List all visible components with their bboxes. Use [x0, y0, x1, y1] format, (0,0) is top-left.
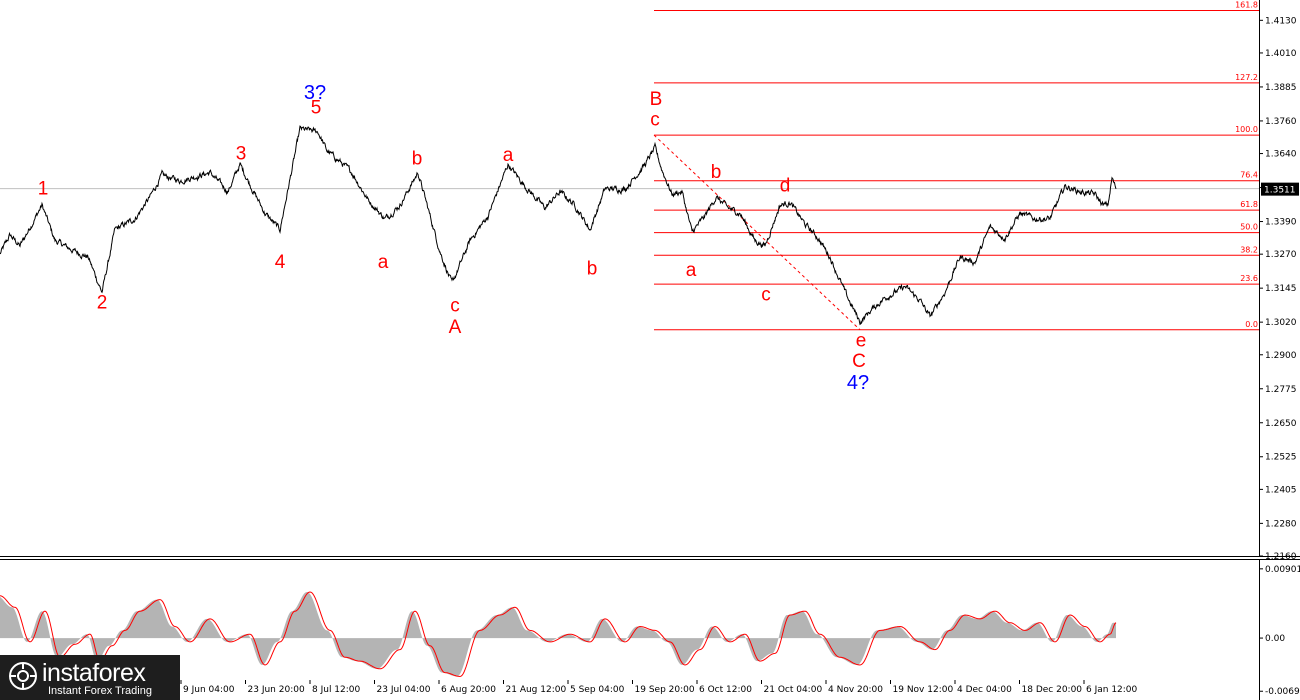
date-tick-label: 4 Dec 04:00 — [957, 685, 1012, 695]
price-tick-label: 1.2775 — [1265, 385, 1297, 395]
wave-label: c — [761, 284, 771, 305]
fibonacci-trendline — [653, 134, 861, 331]
brand-tagline: Instant Forex Trading — [48, 685, 152, 697]
fib-level-label: 61.8 — [1240, 200, 1258, 209]
wave-label: e — [856, 331, 867, 352]
wave-label: 5 — [311, 97, 322, 118]
fib-level-label: 38.2 — [1240, 245, 1258, 254]
wave-label: d — [780, 176, 791, 197]
price-tick-label: 1.3885 — [1265, 83, 1297, 93]
current-price-label: 1.3511 — [1264, 186, 1296, 196]
main-panel: 161.8 127.2 100.0 76.4 61.8 50.0 38.2 23.6 0.0 1… — [0, 0, 1300, 562]
fib-level-label: 23.6 — [1240, 274, 1258, 283]
wave-label: a — [686, 260, 697, 281]
fib-level-label: 50.0 — [1240, 223, 1258, 232]
wave-label: 4? — [847, 372, 869, 394]
current-price-tag: 1.3511 — [1261, 182, 1299, 196]
price-tick-label: 1.2405 — [1265, 485, 1297, 495]
date-tick-label: 5 Sep 04:00 — [570, 685, 625, 695]
date-tick-label: 8 Jul 12:00 — [312, 685, 361, 695]
price-tick-label: 1.4010 — [1265, 49, 1297, 59]
oscillator-axis: 0.00901 0.00 -0.00692 — [1259, 565, 1300, 697]
price-tick-label: 1.2900 — [1265, 351, 1297, 361]
wave-label: 1 — [38, 178, 49, 199]
wave-label: a — [378, 252, 389, 273]
wave-label: 2 — [97, 293, 108, 314]
price-tick-label: 1.3390 — [1265, 218, 1297, 228]
price-tick-label: 1.3270 — [1265, 250, 1297, 260]
price-tick-label: 1.3760 — [1265, 117, 1297, 127]
date-tick-label: 9 Jun 04:00 — [183, 685, 235, 695]
oscillator-signal-line — [0, 591, 1117, 678]
instaforex-logo: instaforex Instant Forex Trading — [0, 655, 180, 700]
price-tick-label: 1.3020 — [1265, 318, 1297, 328]
wave-label: B — [650, 89, 663, 110]
date-tick-label: 6 Aug 20:00 — [441, 685, 496, 695]
date-tick-label: 21 Oct 04:00 — [764, 685, 823, 695]
fib-level-label: 100.0 — [1235, 125, 1258, 134]
wave-label: a — [503, 145, 514, 166]
wave-label: b — [412, 148, 423, 169]
price-tick-label: 1.3145 — [1265, 284, 1297, 294]
wave-label: b — [587, 259, 598, 280]
price-tick-label: 1.4130 — [1265, 16, 1297, 26]
wave-label: A — [449, 317, 462, 338]
date-tick-label: 19 Sep 20:00 — [635, 685, 695, 695]
wave-label: 4 — [275, 252, 286, 273]
wave-label: 3? — [304, 82, 326, 104]
date-tick-label: 23 Jun 20:00 — [248, 685, 305, 695]
date-tick-label: 19 Nov 12:00 — [893, 685, 954, 695]
wave-label: c — [650, 109, 660, 130]
fib-level-label: 161.8 — [1235, 1, 1258, 10]
fib-level-label: 127.2 — [1235, 73, 1258, 82]
oscillator-panel: 0.00901 0.00 -0.00692 — [0, 560, 1300, 700]
oscillator-tick-label: -0.00692 — [1265, 687, 1300, 697]
date-tick-label: 4 Nov 20:00 — [828, 685, 883, 695]
price-tick-label: 1.3640 — [1265, 150, 1297, 160]
brand-name: instaforex — [42, 659, 146, 687]
price-series — [0, 125, 1117, 326]
date-tick-label: 18 Dec 20:00 — [1022, 685, 1083, 695]
wave-label: b — [711, 162, 722, 183]
wave-label: c — [450, 295, 460, 316]
price-tick-label: 1.2525 — [1265, 453, 1297, 463]
price-tick-label: 1.2280 — [1265, 519, 1297, 529]
date-tick-label: 6 Jan 12:00 — [1086, 685, 1138, 695]
logo-icon — [9, 662, 37, 690]
price-tick-label: 1.2650 — [1265, 419, 1297, 429]
date-tick-label: 23 Jul 04:00 — [377, 685, 431, 695]
fib-level-label: 0.0 — [1245, 320, 1258, 329]
price-axis: 1.41301.40101.38851.37601.36401.35151.33… — [1259, 16, 1297, 562]
wave-label: C — [852, 351, 866, 372]
fibonacci-levels: 161.8 127.2 100.0 76.4 61.8 50.0 38.2 23.6 0.0 — [654, 1, 1259, 331]
date-tick-label: 21 Aug 12:00 — [506, 685, 567, 695]
fib-level-label: 76.4 — [1240, 171, 1258, 180]
oscillator-tick-label: 0.00901 — [1265, 565, 1300, 575]
oscillator-tick-label: 0.00 — [1265, 634, 1285, 644]
price-tick-label: 1.2160 — [1265, 552, 1297, 562]
date-tick-label: 6 Oct 12:00 — [699, 685, 752, 695]
wave-label: 3 — [236, 144, 247, 165]
